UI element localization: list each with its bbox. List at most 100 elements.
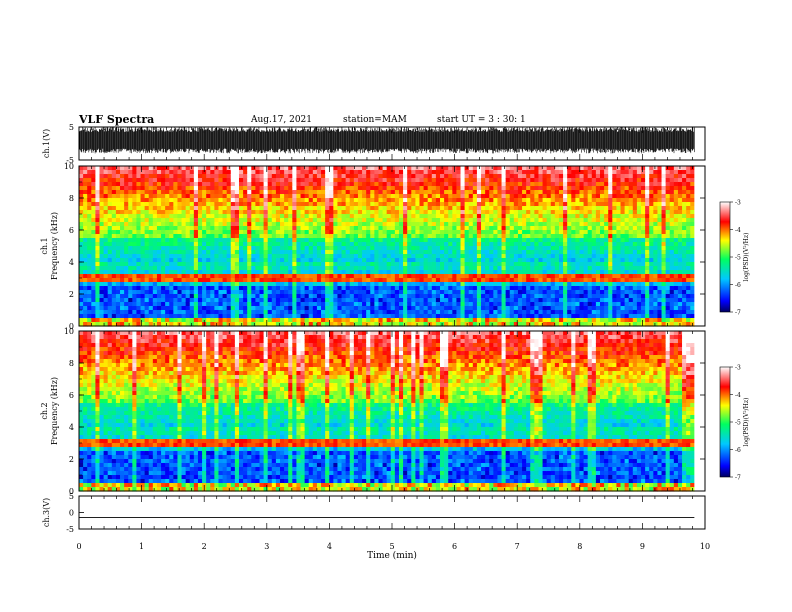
heatmap-cell (423, 266, 429, 271)
heatmap-cell (280, 210, 285, 215)
heatmap-cell (431, 278, 437, 283)
heatmap-cell (501, 250, 507, 255)
heatmap-cell (546, 302, 552, 307)
heatmap-cell (423, 238, 429, 243)
heatmap-cell (83, 230, 88, 235)
heatmap-cell (489, 270, 494, 275)
heatmap-cell (193, 238, 199, 243)
heatmap-cell (353, 182, 359, 187)
heatmap-cell (497, 234, 503, 239)
heatmap-cell (456, 190, 462, 195)
heatmap-cell (115, 218, 121, 223)
heatmap-cell (579, 298, 585, 303)
heatmap-cell (456, 182, 462, 187)
heatmap-cell (329, 186, 334, 191)
heatmap-cell (563, 266, 568, 271)
heatmap-cell (300, 230, 306, 235)
heatmap-cell (550, 226, 556, 231)
heatmap-cell (558, 202, 564, 207)
heatmap-cell (440, 206, 445, 211)
heatmap-cell (558, 262, 564, 267)
heatmap-cell (415, 166, 421, 171)
heatmap-cell (349, 246, 355, 251)
heatmap-cell (526, 322, 531, 327)
heatmap-cell (419, 218, 425, 223)
heatmap-cell (197, 214, 203, 219)
heatmap-cell (472, 322, 478, 327)
heatmap-cell (99, 238, 105, 243)
heatmap-cell (583, 194, 589, 199)
heatmap-cell (374, 242, 380, 247)
heatmap-cell (234, 302, 240, 307)
heatmap-cell (382, 174, 388, 179)
heatmap-cell (460, 226, 466, 231)
heatmap-cell (353, 226, 359, 231)
heatmap-cell (95, 298, 101, 303)
heatmap-cell (481, 202, 486, 207)
heatmap-cell (407, 270, 412, 275)
heatmap-cell (546, 322, 552, 327)
heatmap-cell (546, 166, 552, 171)
heatmap-cell (148, 278, 154, 283)
heatmap-cell (296, 314, 302, 319)
heatmap-cell (316, 290, 322, 295)
heatmap-cell (493, 218, 499, 223)
heatmap-cell (169, 202, 174, 207)
heatmap-cell (284, 206, 289, 211)
heatmap-cell (345, 262, 351, 267)
heatmap-cell (296, 322, 302, 327)
heatmap-cell (481, 226, 486, 231)
heatmap-cell (222, 190, 228, 195)
heatmap-cell (193, 266, 199, 271)
heatmap-cell (173, 282, 179, 287)
heatmap-cell (382, 270, 388, 275)
heatmap-cell (460, 230, 466, 235)
heatmap-cell (144, 178, 150, 183)
heatmap-cell (534, 318, 540, 323)
heatmap-cell (259, 210, 265, 215)
heatmap-cell (247, 246, 252, 251)
heatmap-cell (468, 170, 474, 175)
heatmap-cell (280, 198, 285, 203)
heatmap-cell (423, 178, 429, 183)
heatmap-cell (165, 202, 170, 207)
heatmap-cell (542, 242, 548, 247)
heatmap-cell (165, 174, 170, 179)
heatmap-cell (185, 258, 191, 263)
heatmap-cell (222, 298, 228, 303)
heatmap-cell (394, 238, 400, 243)
heatmap-cell (497, 286, 503, 291)
heatmap-cell (526, 206, 531, 211)
heatmap-cell (341, 186, 347, 191)
heatmap-cell (173, 242, 179, 247)
heatmap-cell (132, 266, 138, 271)
heatmap-cell (206, 298, 211, 303)
heatmap-cell (501, 254, 507, 259)
heatmap-cell (128, 198, 133, 203)
heatmap-cell (128, 314, 133, 319)
heatmap-cell (173, 270, 179, 275)
heatmap-cell (288, 262, 293, 267)
heatmap-cell (280, 314, 285, 319)
heatmap-cell (546, 234, 552, 239)
heatmap-cell (472, 214, 478, 219)
heatmap-cell (243, 238, 248, 243)
heatmap-cell (152, 238, 158, 243)
heatmap-cell (115, 278, 121, 283)
heatmap-cell (275, 310, 281, 315)
heatmap-cell (558, 178, 564, 183)
heatmap-cell (403, 246, 408, 251)
heatmap-cell (452, 214, 458, 219)
heatmap-cell (124, 258, 129, 263)
heatmap-cell (538, 250, 544, 255)
heatmap-cell (403, 286, 408, 291)
heatmap-cell (345, 286, 351, 291)
heatmap-cell (345, 202, 351, 207)
heatmap-cell (226, 210, 232, 215)
heatmap-cell (509, 274, 515, 279)
heatmap-cell (583, 266, 589, 271)
heatmap-cell (144, 222, 150, 227)
heatmap-cell (173, 194, 179, 199)
heatmap-cell (567, 218, 572, 223)
heatmap-cell (296, 246, 302, 251)
